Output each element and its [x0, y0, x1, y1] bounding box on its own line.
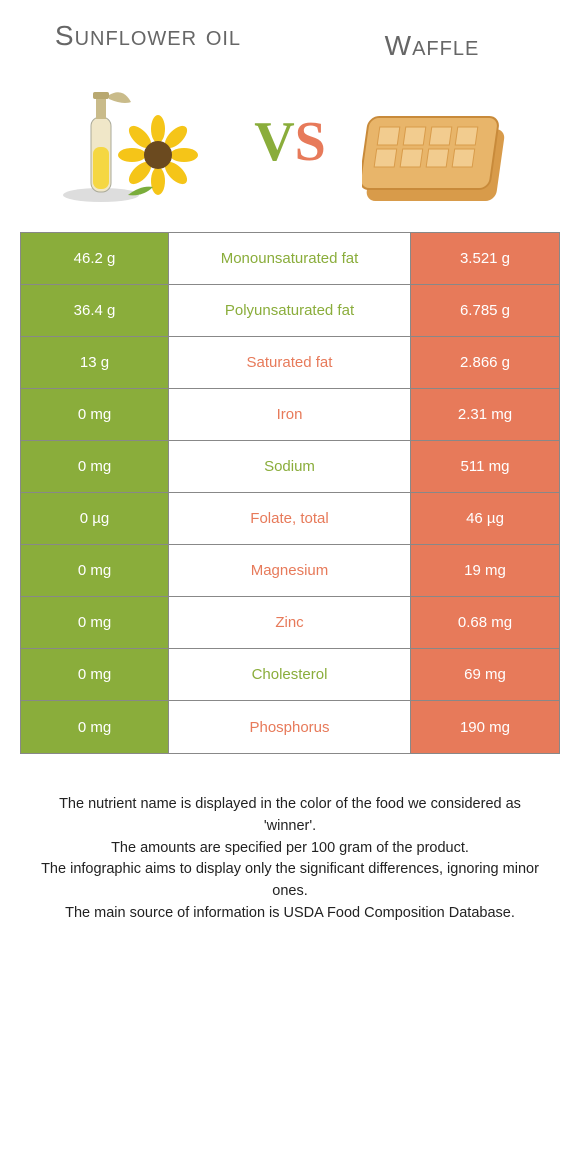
table-row: 0 mgIron2.31 mg	[21, 389, 559, 441]
right-value: 46 µg	[411, 493, 559, 544]
right-value: 0.68 mg	[411, 597, 559, 648]
table-row: 36.4 gPolyunsaturated fat6.785 g	[21, 285, 559, 337]
left-value: 46.2 g	[21, 233, 169, 284]
table-row: 0 mgZinc0.68 mg	[21, 597, 559, 649]
left-value: 0 mg	[21, 701, 169, 753]
nutrient-name: Sodium	[169, 441, 411, 492]
nutrient-name: Phosphorus	[169, 701, 411, 753]
left-value: 13 g	[21, 337, 169, 388]
images-row: VS	[18, 72, 562, 212]
table-row: 0 mgSodium511 mg	[21, 441, 559, 493]
footer-line-2: The amounts are specified per 100 gram o…	[38, 838, 542, 860]
right-food-title: Waffle	[332, 20, 532, 62]
footer-notes: The nutrient name is displayed in the co…	[18, 754, 562, 925]
nutrient-name: Iron	[169, 389, 411, 440]
right-value: 19 mg	[411, 545, 559, 596]
sunflower-oil-image	[48, 72, 218, 212]
left-food-title: Sunflower oil	[48, 20, 248, 52]
nutrient-name: Folate, total	[169, 493, 411, 544]
nutrient-name: Magnesium	[169, 545, 411, 596]
vs-s: S	[295, 111, 326, 173]
footer-line-3: The infographic aims to display only the…	[38, 859, 542, 903]
table-row: 0 mgPhosphorus190 mg	[21, 701, 559, 753]
header: Sunflower oil Waffle	[18, 20, 562, 62]
table-row: 0 mgMagnesium19 mg	[21, 545, 559, 597]
waffle-image	[362, 72, 532, 212]
right-value: 69 mg	[411, 649, 559, 700]
vs-label: VS	[254, 110, 326, 174]
left-value: 36.4 g	[21, 285, 169, 336]
left-value: 0 mg	[21, 545, 169, 596]
left-value: 0 mg	[21, 441, 169, 492]
left-value: 0 mg	[21, 389, 169, 440]
left-value: 0 mg	[21, 597, 169, 648]
right-value: 2.866 g	[411, 337, 559, 388]
nutrient-name: Monounsaturated fat	[169, 233, 411, 284]
nutrient-name: Cholesterol	[169, 649, 411, 700]
right-value: 6.785 g	[411, 285, 559, 336]
nutrient-table: 46.2 gMonounsaturated fat3.521 g36.4 gPo…	[20, 232, 560, 754]
nutrient-name: Polyunsaturated fat	[169, 285, 411, 336]
footer-line-4: The main source of information is USDA F…	[38, 903, 542, 925]
left-value: 0 µg	[21, 493, 169, 544]
table-row: 13 gSaturated fat2.866 g	[21, 337, 559, 389]
nutrient-name: Saturated fat	[169, 337, 411, 388]
right-value: 190 mg	[411, 701, 559, 753]
table-row: 46.2 gMonounsaturated fat3.521 g	[21, 233, 559, 285]
vs-v: V	[254, 111, 294, 173]
left-value: 0 mg	[21, 649, 169, 700]
right-value: 2.31 mg	[411, 389, 559, 440]
table-row: 0 µgFolate, total46 µg	[21, 493, 559, 545]
right-value: 511 mg	[411, 441, 559, 492]
right-value: 3.521 g	[411, 233, 559, 284]
footer-line-1: The nutrient name is displayed in the co…	[38, 794, 542, 838]
table-row: 0 mgCholesterol69 mg	[21, 649, 559, 701]
nutrient-name: Zinc	[169, 597, 411, 648]
